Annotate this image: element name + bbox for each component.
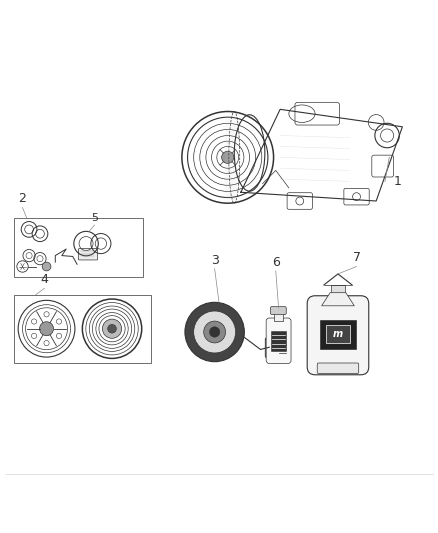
FancyBboxPatch shape [265,338,281,358]
Text: 1: 1 [394,175,402,188]
Text: 5: 5 [91,213,98,223]
Circle shape [185,302,244,362]
Circle shape [42,262,51,271]
Circle shape [222,151,234,164]
Circle shape [102,319,122,338]
Bar [274,313,283,321]
Text: 6: 6 [272,256,280,269]
Bar [14,295,151,362]
FancyBboxPatch shape [78,248,98,260]
Bar [14,219,143,277]
Circle shape [108,325,117,333]
Bar [332,285,345,293]
Circle shape [39,322,53,336]
Circle shape [209,327,220,337]
Text: m: m [333,329,343,339]
Text: 4: 4 [40,273,48,286]
FancyBboxPatch shape [317,363,359,374]
Bar [326,326,350,343]
FancyBboxPatch shape [266,318,291,364]
Text: 3: 3 [211,254,219,266]
Text: 7: 7 [353,252,360,264]
Circle shape [194,311,236,353]
Circle shape [204,321,226,343]
Polygon shape [321,293,354,306]
Bar [320,320,356,350]
Bar [271,330,286,351]
FancyBboxPatch shape [307,296,369,375]
FancyBboxPatch shape [271,306,286,314]
Text: 2: 2 [18,192,26,205]
